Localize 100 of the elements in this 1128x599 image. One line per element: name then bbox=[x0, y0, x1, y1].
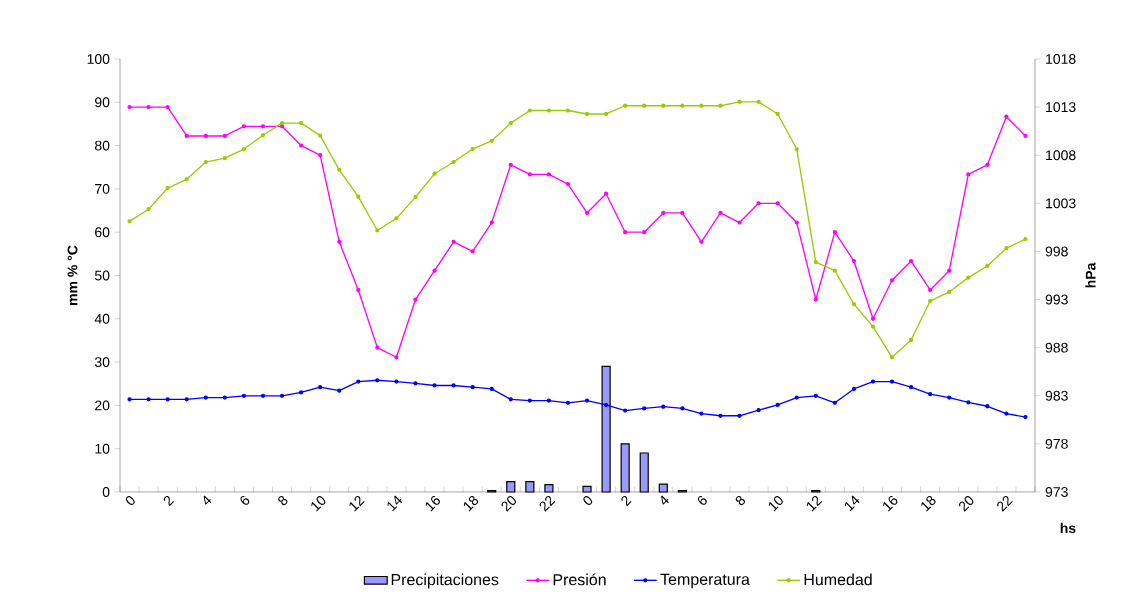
y-tick-label: 60 bbox=[95, 227, 110, 238]
point bbox=[356, 379, 361, 384]
legend-label: Temperatura bbox=[660, 573, 750, 589]
point bbox=[718, 210, 723, 216]
point bbox=[260, 124, 266, 129]
point bbox=[146, 207, 151, 212]
x-tick-label: 16 bbox=[883, 495, 898, 512]
point bbox=[203, 133, 208, 139]
x-tick-label: 18 bbox=[921, 495, 936, 512]
point bbox=[546, 398, 552, 403]
point bbox=[413, 381, 418, 386]
bar bbox=[601, 365, 611, 493]
x-tick-label: 4 bbox=[203, 495, 212, 505]
point bbox=[603, 191, 609, 196]
point bbox=[203, 159, 208, 165]
y-tick-label: 50 bbox=[94, 270, 110, 281]
x-axis-title: hs bbox=[1060, 522, 1076, 534]
bar bbox=[658, 483, 668, 493]
point bbox=[756, 99, 761, 104]
point bbox=[661, 404, 666, 409]
point bbox=[813, 259, 818, 265]
point bbox=[203, 395, 208, 400]
point bbox=[870, 379, 876, 384]
x-tick-label: 12 bbox=[806, 495, 823, 512]
point bbox=[146, 104, 151, 110]
point bbox=[508, 120, 513, 126]
y-tick-label: 20 bbox=[95, 400, 110, 411]
point bbox=[642, 406, 647, 411]
point bbox=[451, 159, 456, 165]
y2-tick-label: 1008 bbox=[1046, 150, 1076, 161]
point bbox=[737, 220, 742, 225]
point bbox=[851, 386, 857, 392]
point bbox=[470, 249, 475, 254]
point bbox=[127, 219, 132, 224]
point bbox=[165, 104, 170, 110]
point bbox=[603, 402, 609, 408]
point bbox=[756, 201, 761, 206]
point bbox=[794, 146, 799, 152]
x-tick-label: 6 bbox=[697, 495, 707, 505]
point bbox=[546, 108, 552, 113]
point bbox=[985, 404, 990, 409]
point bbox=[260, 393, 266, 398]
y-axis-title: mm % °C bbox=[67, 245, 78, 305]
point bbox=[985, 263, 990, 269]
point bbox=[318, 153, 323, 158]
point bbox=[298, 390, 304, 395]
point bbox=[947, 395, 952, 400]
point bbox=[908, 258, 914, 264]
point bbox=[947, 268, 952, 273]
x-tick-label: 22 bbox=[997, 495, 1013, 512]
point bbox=[794, 220, 799, 225]
y2-tick-label: 978 bbox=[1045, 438, 1068, 449]
point bbox=[470, 146, 475, 152]
point bbox=[718, 413, 723, 418]
x-tick-label: 0 bbox=[583, 496, 593, 505]
point bbox=[356, 194, 361, 199]
point bbox=[699, 411, 704, 416]
point bbox=[432, 383, 437, 388]
point bbox=[1023, 236, 1028, 242]
point bbox=[508, 162, 513, 167]
point bbox=[642, 103, 647, 108]
x-tick-label: 6 bbox=[240, 495, 250, 505]
point bbox=[165, 397, 170, 402]
point bbox=[985, 162, 990, 167]
x-tick-label: 16 bbox=[425, 495, 440, 512]
point bbox=[1023, 133, 1028, 139]
point bbox=[375, 378, 380, 383]
x-tick-label: 20 bbox=[958, 496, 974, 512]
point bbox=[737, 99, 742, 104]
point bbox=[222, 395, 227, 400]
y-tick-label: 10 bbox=[95, 443, 110, 454]
point bbox=[737, 413, 742, 418]
point bbox=[546, 172, 552, 177]
point bbox=[413, 297, 418, 302]
x-tick-label: 2 bbox=[163, 495, 175, 507]
point bbox=[870, 324, 876, 329]
point bbox=[680, 103, 685, 108]
x-tick-label: 8 bbox=[278, 495, 288, 506]
point bbox=[584, 210, 590, 216]
point bbox=[966, 400, 971, 405]
y-tick-label: 90 bbox=[95, 97, 110, 108]
point bbox=[241, 124, 247, 129]
x-tick-label: 22 bbox=[539, 495, 556, 512]
y2-tick-label: 998 bbox=[1045, 246, 1068, 257]
x-tick-label: 14 bbox=[387, 495, 402, 512]
point bbox=[851, 258, 857, 264]
y-tick-label: 0 bbox=[102, 487, 110, 497]
legend-label: Presión bbox=[553, 573, 606, 586]
point bbox=[222, 133, 227, 139]
bar bbox=[506, 481, 516, 493]
point bbox=[318, 385, 323, 390]
point bbox=[451, 383, 456, 388]
point bbox=[908, 385, 914, 390]
point bbox=[832, 268, 837, 273]
y2-axis-title: hPa bbox=[1085, 262, 1096, 288]
point bbox=[718, 103, 723, 108]
point bbox=[1023, 414, 1028, 420]
point bbox=[318, 133, 323, 138]
legend-label: Humedad bbox=[804, 573, 872, 586]
point bbox=[279, 124, 285, 129]
